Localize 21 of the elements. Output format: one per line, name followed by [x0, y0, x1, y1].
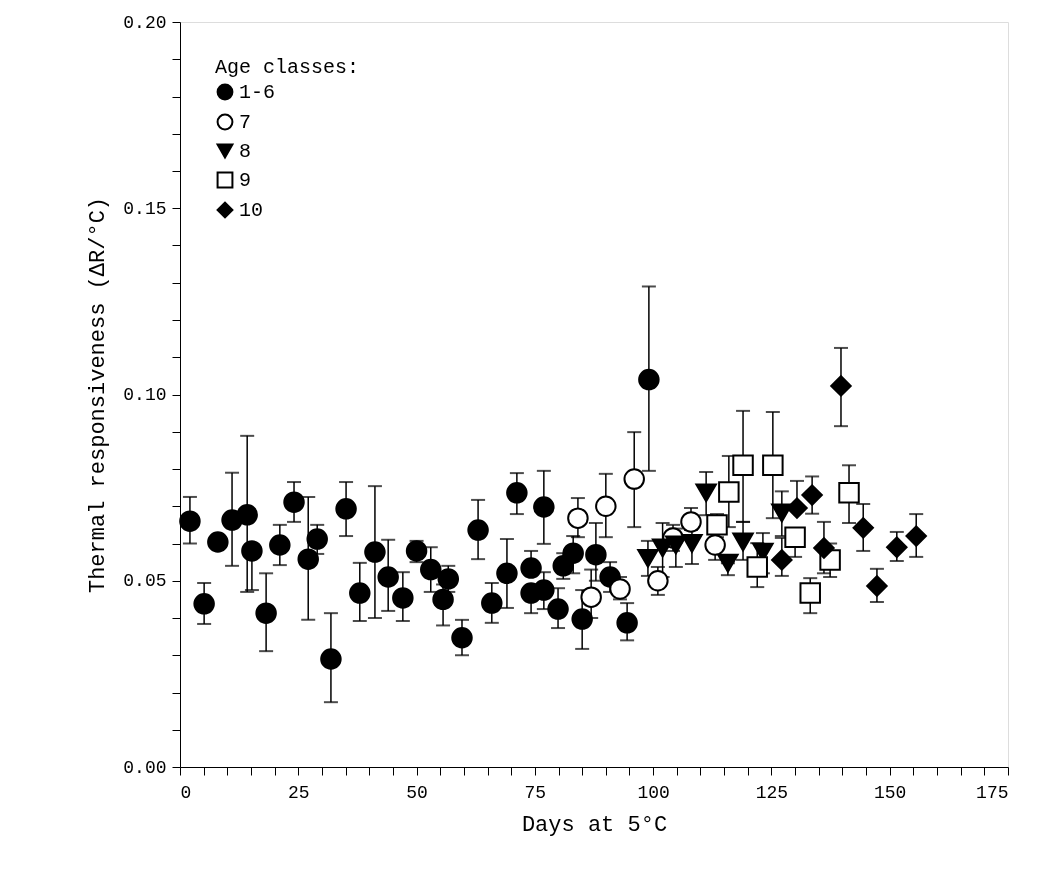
legend-label: 9 [239, 169, 252, 192]
x-tick-label: 175 [976, 782, 1009, 803]
legend-label: 1-6 [239, 81, 276, 104]
x-tick-label: 75 [524, 782, 547, 803]
y-axis-title: Thermal responsiveness (ΔR/°C) [86, 196, 112, 594]
y-tick-label: 0.00 [123, 757, 167, 778]
x-tick-label: 50 [406, 782, 428, 803]
legend-label: 10 [239, 199, 264, 222]
x-tick-label: 125 [755, 782, 789, 803]
y-tick-label: 0.10 [123, 385, 167, 405]
y-tick-label: 0.15 [123, 198, 167, 219]
legend-title: Age classes: [215, 56, 360, 79]
y-tick-label: 0.05 [123, 571, 167, 592]
legend-label: 8 [239, 140, 252, 163]
x-tick-label: 100 [637, 782, 670, 803]
x-tick-label: 150 [874, 782, 907, 803]
x-tick-label: 0 [180, 782, 192, 803]
x-tick-label: 25 [287, 782, 310, 803]
x-axis-title: Days at 5°C [521, 812, 668, 838]
legend-label: 7 [239, 111, 252, 134]
y-tick-label: 0.20 [123, 12, 167, 33]
